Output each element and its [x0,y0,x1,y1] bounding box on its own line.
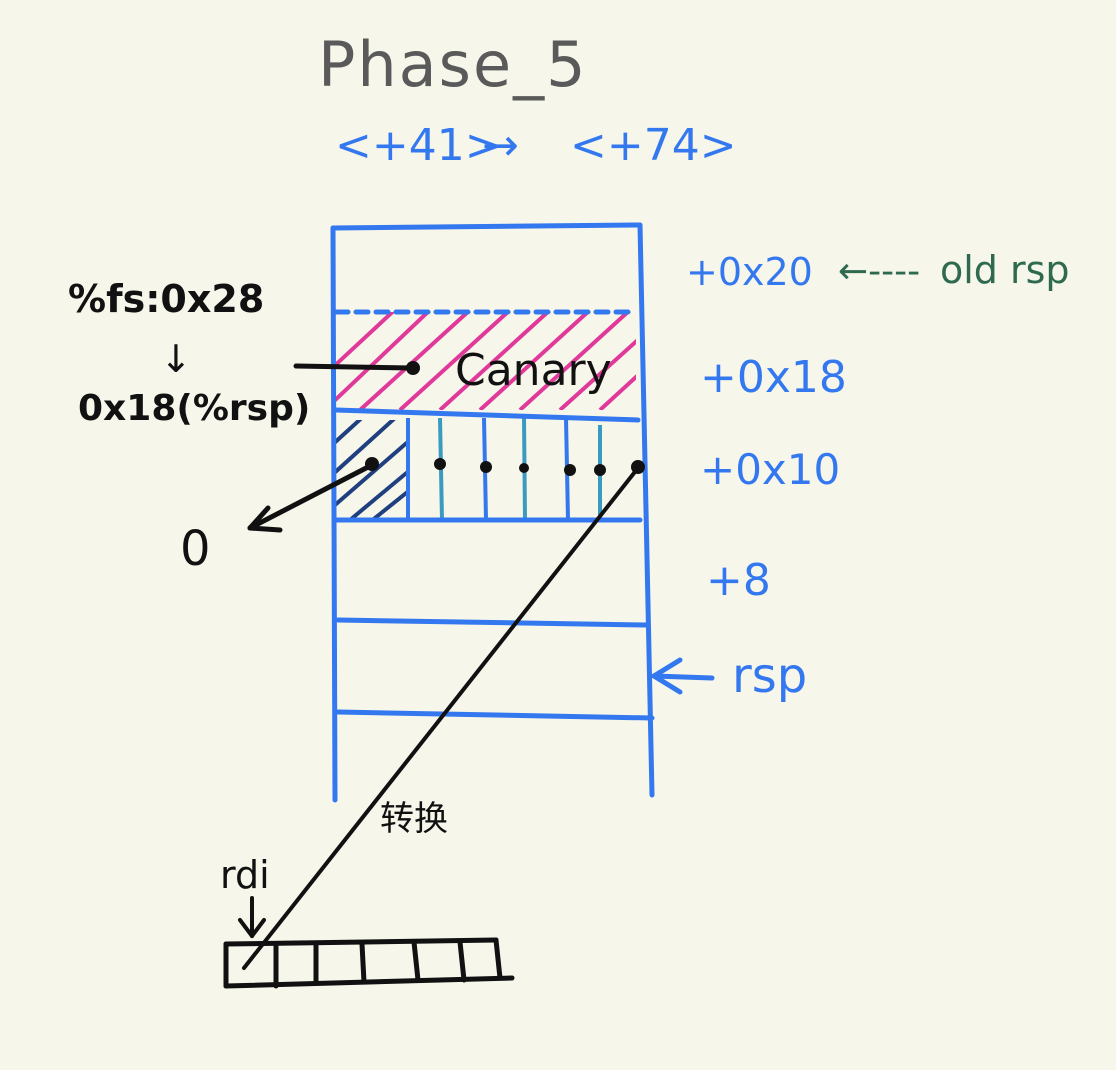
old-rsp-label: old rsp [940,248,1070,292]
canary-hatch [336,312,636,410]
zero-byte-hatch [336,420,408,520]
rsp-label: rsp [732,648,807,704]
fs-dest-label: 0x18(%rsp) [78,388,310,429]
offset-8: +8 [706,555,771,606]
offset-0x18: +0x18 [700,352,847,403]
rdi-label: rdi [220,853,270,897]
fs-source-label: %fs:0x28 [68,277,264,321]
subtitle-to: <+74> [570,120,737,171]
conversion-line [242,466,640,970]
offset-0x10: +0x10 [700,445,840,494]
left-arrow-icon: ←---- [838,251,920,292]
rdi-buffer [223,937,515,989]
canary-label: Canary [455,345,612,396]
zero-pointer-arrow [247,463,373,533]
page-title: Phase_5 [318,28,588,101]
convert-label: 转换 [380,799,448,839]
zero-value: 0 [180,521,211,577]
rsp-arrow [651,657,715,695]
down-arrow-icon: ↓ [160,337,192,381]
subtitle-from: <+41> [335,120,502,171]
canary-pointer [293,361,420,375]
offset-0x20: +0x20 [686,250,813,294]
stack-frame [330,222,655,803]
right-arrow-icon: → [482,120,519,171]
rdi-arrow [238,896,266,938]
